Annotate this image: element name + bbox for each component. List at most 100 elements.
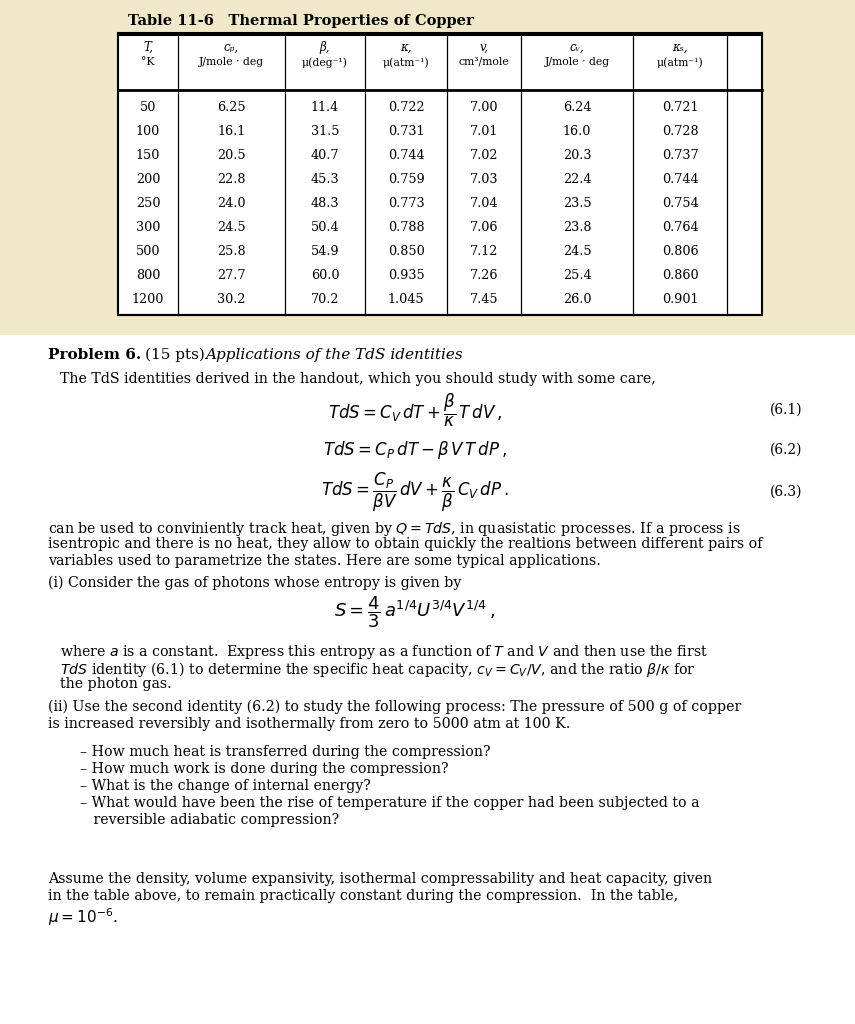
Text: 0.935: 0.935 — [387, 268, 424, 282]
Text: μ(atm⁻¹): μ(atm⁻¹) — [657, 57, 704, 68]
Text: 0.764: 0.764 — [662, 221, 699, 233]
Text: 7.26: 7.26 — [469, 268, 498, 282]
Text: 20.3: 20.3 — [563, 150, 592, 162]
Text: where $a$ is a constant.  Express this entropy as a function of $T$ and $V$ and : where $a$ is a constant. Express this en… — [60, 643, 708, 662]
Text: 25.8: 25.8 — [217, 245, 246, 258]
Text: cₚ,: cₚ, — [224, 41, 239, 54]
Text: 100: 100 — [136, 125, 160, 138]
Text: 0.788: 0.788 — [387, 221, 424, 233]
Text: – How much heat is transferred during the compression?: – How much heat is transferred during th… — [80, 745, 491, 759]
Text: 7.03: 7.03 — [469, 173, 498, 186]
Text: 60.0: 60.0 — [310, 268, 339, 282]
Text: β,: β, — [320, 41, 330, 54]
Text: J/mole · deg: J/mole · deg — [545, 57, 610, 67]
Text: Table 11-6: Table 11-6 — [128, 14, 214, 28]
Text: 48.3: 48.3 — [310, 197, 339, 210]
Text: 7.02: 7.02 — [469, 150, 498, 162]
Text: The TdS identities derived in the handout, which you should study with some care: The TdS identities derived in the handou… — [60, 372, 656, 386]
Text: 70.2: 70.2 — [310, 293, 339, 305]
Text: 7.12: 7.12 — [469, 245, 498, 258]
Text: cᵥ,: cᵥ, — [569, 41, 584, 54]
Text: 22.8: 22.8 — [217, 173, 245, 186]
Text: isentropic and there is no heat, they allow to obtain quickly the realtions betw: isentropic and there is no heat, they al… — [48, 537, 763, 551]
Text: 150: 150 — [136, 150, 160, 162]
Text: 11.4: 11.4 — [311, 101, 339, 115]
Text: 7.06: 7.06 — [469, 221, 498, 233]
Text: (i) Consider the gas of photons whose entropy is given by: (i) Consider the gas of photons whose en… — [48, 575, 462, 591]
Text: 0.744: 0.744 — [387, 150, 424, 162]
Text: J/mole · deg: J/mole · deg — [199, 57, 264, 67]
Text: 7.04: 7.04 — [469, 197, 498, 210]
Text: 26.0: 26.0 — [563, 293, 592, 305]
Text: 24.5: 24.5 — [217, 221, 246, 233]
Text: 7.45: 7.45 — [469, 293, 498, 305]
Text: the photon gas.: the photon gas. — [60, 677, 172, 691]
Text: reversible adiabatic compression?: reversible adiabatic compression? — [80, 813, 339, 827]
Text: (6.1): (6.1) — [770, 403, 803, 417]
Text: 0.728: 0.728 — [662, 125, 699, 138]
Text: 27.7: 27.7 — [217, 268, 245, 282]
Text: Problem 6.: Problem 6. — [48, 348, 141, 362]
Text: 6.25: 6.25 — [217, 101, 246, 115]
Text: κₛ,: κₛ, — [672, 41, 687, 54]
Text: 40.7: 40.7 — [310, 150, 339, 162]
Text: 24.5: 24.5 — [563, 245, 592, 258]
Text: 45.3: 45.3 — [310, 173, 339, 186]
Text: 500: 500 — [136, 245, 160, 258]
Text: 0.850: 0.850 — [387, 245, 424, 258]
Text: 50.4: 50.4 — [310, 221, 339, 233]
Text: 1.045: 1.045 — [387, 293, 424, 305]
Text: is increased reversibly and isothermally from zero to 5000 atm at 100 K.: is increased reversibly and isothermally… — [48, 717, 570, 731]
Text: μ(atm⁻¹): μ(atm⁻¹) — [383, 57, 429, 68]
Text: $TdS$ identity (6.1) to determine the specific heat capacity, $c_V = C_V/V$, and: $TdS$ identity (6.1) to determine the sp… — [60, 660, 696, 679]
Text: in the table above, to remain practically constant during the compression.  In t: in the table above, to remain practicall… — [48, 889, 678, 903]
Text: 25.4: 25.4 — [563, 268, 592, 282]
Text: (15 pts): (15 pts) — [145, 348, 205, 362]
Text: 7.01: 7.01 — [469, 125, 498, 138]
Text: 0.754: 0.754 — [662, 197, 699, 210]
Text: Thermal Properties of Copper: Thermal Properties of Copper — [208, 14, 474, 28]
Text: μ(deg⁻¹): μ(deg⁻¹) — [302, 57, 348, 68]
Text: κ,: κ, — [400, 41, 412, 54]
Text: $\mu = 10^{-6}.$: $\mu = 10^{-6}.$ — [48, 906, 118, 928]
Text: 0.773: 0.773 — [387, 197, 424, 210]
Text: – How much work is done during the compression?: – How much work is done during the compr… — [80, 762, 449, 776]
Text: 0.806: 0.806 — [662, 245, 699, 258]
Text: 22.4: 22.4 — [563, 173, 592, 186]
Text: $TdS = C_V\,dT + \dfrac{\beta}{\kappa}\,T\,dV\,,$: $TdS = C_V\,dT + \dfrac{\beta}{\kappa}\,… — [328, 391, 502, 429]
Text: 250: 250 — [136, 197, 160, 210]
Text: 23.5: 23.5 — [563, 197, 592, 210]
Text: 200: 200 — [136, 173, 160, 186]
Text: 7.00: 7.00 — [469, 101, 498, 115]
Text: T,: T, — [143, 41, 153, 54]
Text: 300: 300 — [136, 221, 160, 233]
Text: 0.901: 0.901 — [662, 293, 699, 305]
Text: 0.731: 0.731 — [388, 125, 424, 138]
Text: 24.0: 24.0 — [217, 197, 245, 210]
Text: 0.722: 0.722 — [387, 101, 424, 115]
Text: 6.24: 6.24 — [563, 101, 592, 115]
Bar — [118, 33, 762, 315]
Text: 800: 800 — [136, 268, 160, 282]
Text: 0.759: 0.759 — [387, 173, 424, 186]
Text: – What is the change of internal energy?: – What is the change of internal energy? — [80, 779, 371, 793]
Text: 30.2: 30.2 — [217, 293, 245, 305]
Bar — [0, 0, 855, 335]
Text: °K: °K — [141, 57, 155, 67]
Text: 31.5: 31.5 — [310, 125, 339, 138]
Text: Assume the density, volume expansivity, isothermal compressability and heat capa: Assume the density, volume expansivity, … — [48, 872, 712, 886]
Text: 0.737: 0.737 — [662, 150, 699, 162]
Text: Applications of the TdS identities: Applications of the TdS identities — [205, 348, 463, 362]
Text: (ii) Use the second identity (6.2) to study the following process: The pressure : (ii) Use the second identity (6.2) to st… — [48, 700, 741, 715]
Text: 1200: 1200 — [132, 293, 164, 305]
Text: can be used to conviniently track heat, given by $Q = TdS$, in quasistatic proce: can be used to conviniently track heat, … — [48, 520, 740, 538]
Text: (6.3): (6.3) — [770, 485, 803, 499]
Text: 20.5: 20.5 — [217, 150, 246, 162]
Text: cm³/mole: cm³/mole — [458, 57, 510, 67]
Text: 16.0: 16.0 — [563, 125, 591, 138]
Text: 50: 50 — [140, 101, 156, 115]
Text: variables used to parametrize the states. Here are some typical applications.: variables used to parametrize the states… — [48, 554, 601, 568]
Text: $TdS = \dfrac{C_P}{\beta V}\,dV + \dfrac{\kappa}{\beta}\,C_V\,dP\,.$: $TdS = \dfrac{C_P}{\beta V}\,dV + \dfrac… — [321, 470, 509, 514]
Text: 16.1: 16.1 — [217, 125, 245, 138]
Text: – What would have been the rise of temperature if the copper had been subjected : – What would have been the rise of tempe… — [80, 796, 699, 810]
